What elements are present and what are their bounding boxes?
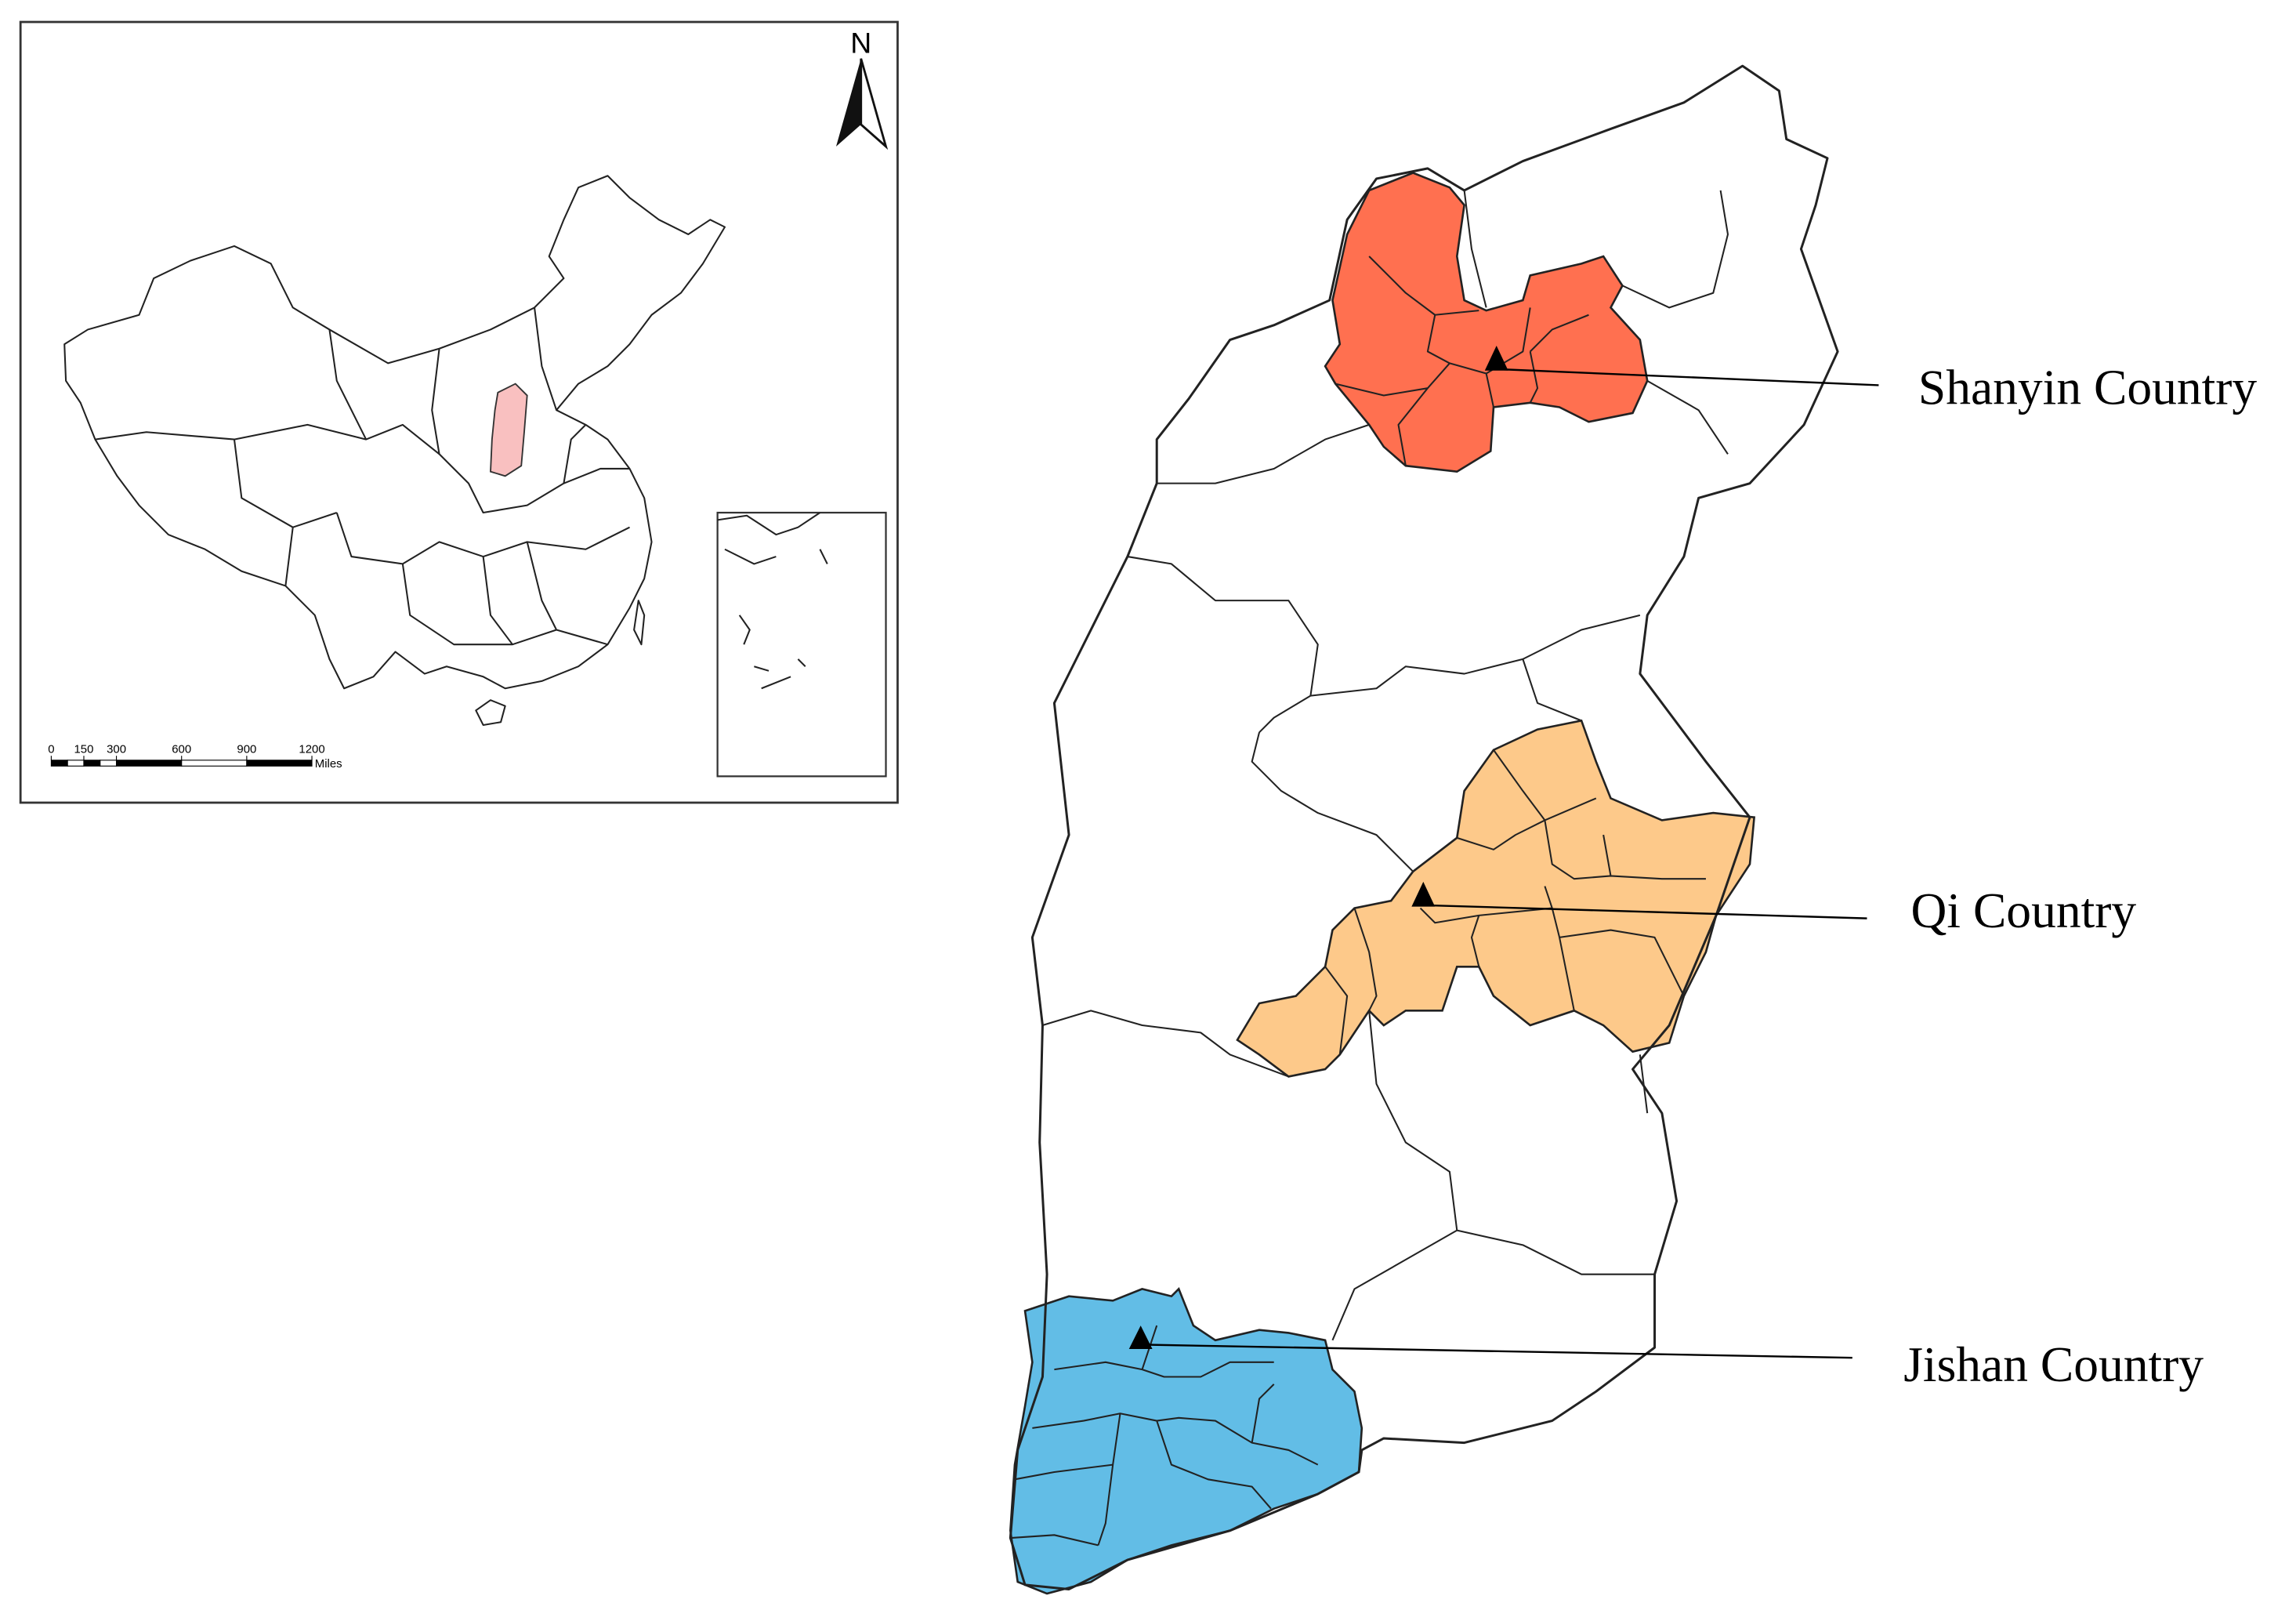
scale-unit: Miles [315, 757, 342, 771]
north-label: N [850, 26, 871, 59]
site-marker [1484, 345, 1508, 371]
site-label: Shanyin Country [1918, 360, 2258, 415]
scale-segment [50, 760, 68, 767]
scale-segment [83, 760, 101, 767]
hainan [475, 699, 506, 726]
site-marker [1411, 881, 1436, 907]
sea-inset [716, 511, 887, 778]
scale-tick-label: 600 [172, 742, 191, 756]
scale-segment [181, 760, 248, 767]
taiwan [633, 600, 646, 646]
qi-districts [1324, 749, 1706, 1055]
scale-segment [67, 760, 85, 767]
shanyin-districts [1335, 256, 1589, 466]
inset-frame [19, 20, 899, 804]
scale-tick-label: 0 [48, 742, 54, 756]
jishan-districts [1010, 1325, 1319, 1547]
scale-segment [246, 760, 313, 767]
scale-tick-label: 900 [237, 742, 256, 756]
sea-inset-coast [717, 512, 828, 690]
shanxi-cities [1042, 190, 1729, 1341]
leader-line [1423, 904, 1867, 919]
shanxi-outline [1009, 64, 1839, 1590]
site-label: Qi Country [1911, 883, 2137, 938]
qi-region [1236, 719, 1756, 1078]
scale-segment [100, 760, 118, 767]
leader-line [1140, 1344, 1852, 1359]
site-label: Jishan Country [1903, 1336, 2204, 1392]
scale-tick-label: 1200 [299, 742, 324, 756]
shanyin-region [1324, 172, 1649, 473]
china-provinces [95, 307, 630, 646]
north-arrow-right [860, 58, 889, 150]
scale-tick-label: 150 [74, 742, 94, 756]
shanxi-highlight [490, 383, 528, 477]
site-marker [1128, 1325, 1153, 1349]
scale-tick-label: 300 [107, 742, 126, 756]
scale-segment [115, 760, 183, 767]
leader-line [1496, 368, 1879, 386]
jishan-region [1009, 1287, 1363, 1595]
